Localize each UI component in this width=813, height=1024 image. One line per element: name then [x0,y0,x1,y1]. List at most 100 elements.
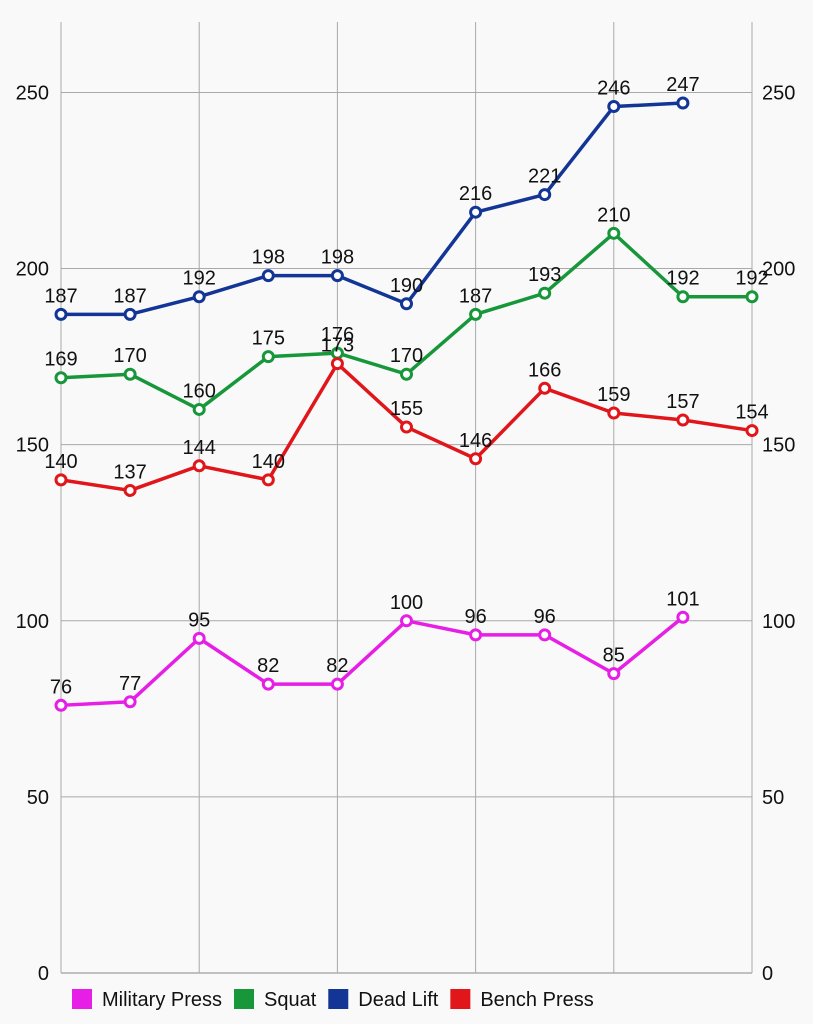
data-point [330,357,344,371]
data-label: 160 [183,380,216,402]
legend-label: Bench Press [480,989,593,1011]
data-point [123,367,137,381]
data-point [607,226,621,240]
series-line-squat [60,231,752,412]
data-label: 137 [113,461,146,483]
legend-swatch [450,989,471,1009]
data-point [123,483,137,497]
data-point [469,307,483,321]
data-point [676,413,690,427]
data-point [54,698,68,712]
data-label: 96 [534,606,556,628]
data-label: 246 [597,78,630,100]
data-point [123,307,137,321]
data-label: 216 [459,183,492,205]
data-point [54,371,68,385]
data-point [261,269,275,283]
data-label: 82 [326,655,348,677]
y-axis-right: 0 50 100 150 200 250 [762,82,795,985]
data-label: 221 [528,166,561,188]
data-label: 144 [183,437,216,459]
legend-swatch [72,989,92,1009]
data-point [745,424,759,438]
data-point [676,290,690,304]
y-tick-label-right: 250 [762,82,795,104]
legend-label: Squat [264,989,317,1011]
data-label: 187 [113,285,146,307]
data-label: 159 [597,384,630,406]
data-point [192,631,206,645]
data-point [192,290,206,304]
data-point [261,473,275,487]
data-point [607,667,621,681]
data-label: 198 [321,247,354,269]
data-label: 146 [459,430,492,452]
data-label: 198 [252,247,285,269]
y-tick-label-right: 0 [762,963,773,985]
legend: Military Press Squat Dead Lift Bench Press [72,989,594,1011]
series-squat [54,226,759,416]
data-point [538,286,552,300]
series-bench-press [54,357,759,497]
data-point [538,188,552,202]
data-label: 77 [119,673,141,695]
data-label: 176 [321,324,354,346]
data-point [400,367,413,381]
data-point [400,297,413,311]
data-label: 95 [188,609,210,631]
y-tick-label-right: 150 [762,435,795,457]
data-point [123,695,137,709]
data-label: 192 [183,268,216,290]
data-label: 96 [464,606,486,628]
data-point [676,96,690,110]
legend-item-bench-press: Bench Press [450,989,594,1011]
legend-swatch [328,989,349,1009]
data-point [330,269,344,283]
data-label: 169 [44,349,77,371]
data-point [538,381,552,395]
data-point [469,452,483,466]
data-point [261,677,275,691]
data-labels: 76 77 95 82 82 100 96 96 85 101 169 170 160 175 176 170… [44,74,768,698]
data-label: 210 [597,204,630,226]
series-line-dead-lift [61,101,683,317]
data-label: 85 [603,645,625,667]
y-tick-label-right: 50 [762,787,784,809]
data-label: 76 [50,676,72,698]
data-point [469,628,483,642]
data-label: 157 [666,391,699,413]
series-dead-lift [54,96,690,321]
legend-label: Military Press [102,989,222,1011]
data-point [54,473,68,487]
data-label: 155 [390,398,423,420]
y-tick-label-left: 200 [16,259,49,281]
series-group [54,96,759,712]
y-tick-label-left: 100 [16,611,49,633]
data-label: 170 [390,345,423,367]
y-tick-label-right: 100 [762,611,795,633]
data-label: 101 [666,588,699,610]
series-military-press [54,610,690,712]
data-label: 187 [44,285,77,307]
legend-item-dead-lift: Dead Lift [328,989,439,1011]
data-label: 193 [528,264,561,286]
y-tick-label-right: 200 [762,259,795,281]
data-label: 140 [252,451,285,473]
data-label: 187 [459,285,492,307]
data-point [607,100,621,114]
data-label: 192 [735,268,768,290]
legend-label: Dead Lift [358,989,438,1011]
data-point [192,459,206,473]
grid [60,22,753,974]
data-label: 247 [666,74,699,96]
y-tick-label-left: 0 [38,963,49,985]
legend-item-squat: Squat [234,989,317,1011]
data-point [261,350,275,364]
data-point [469,205,483,219]
data-label: 154 [735,402,768,424]
data-label: 190 [390,275,423,297]
data-label: 170 [113,345,146,367]
data-point [192,402,206,416]
